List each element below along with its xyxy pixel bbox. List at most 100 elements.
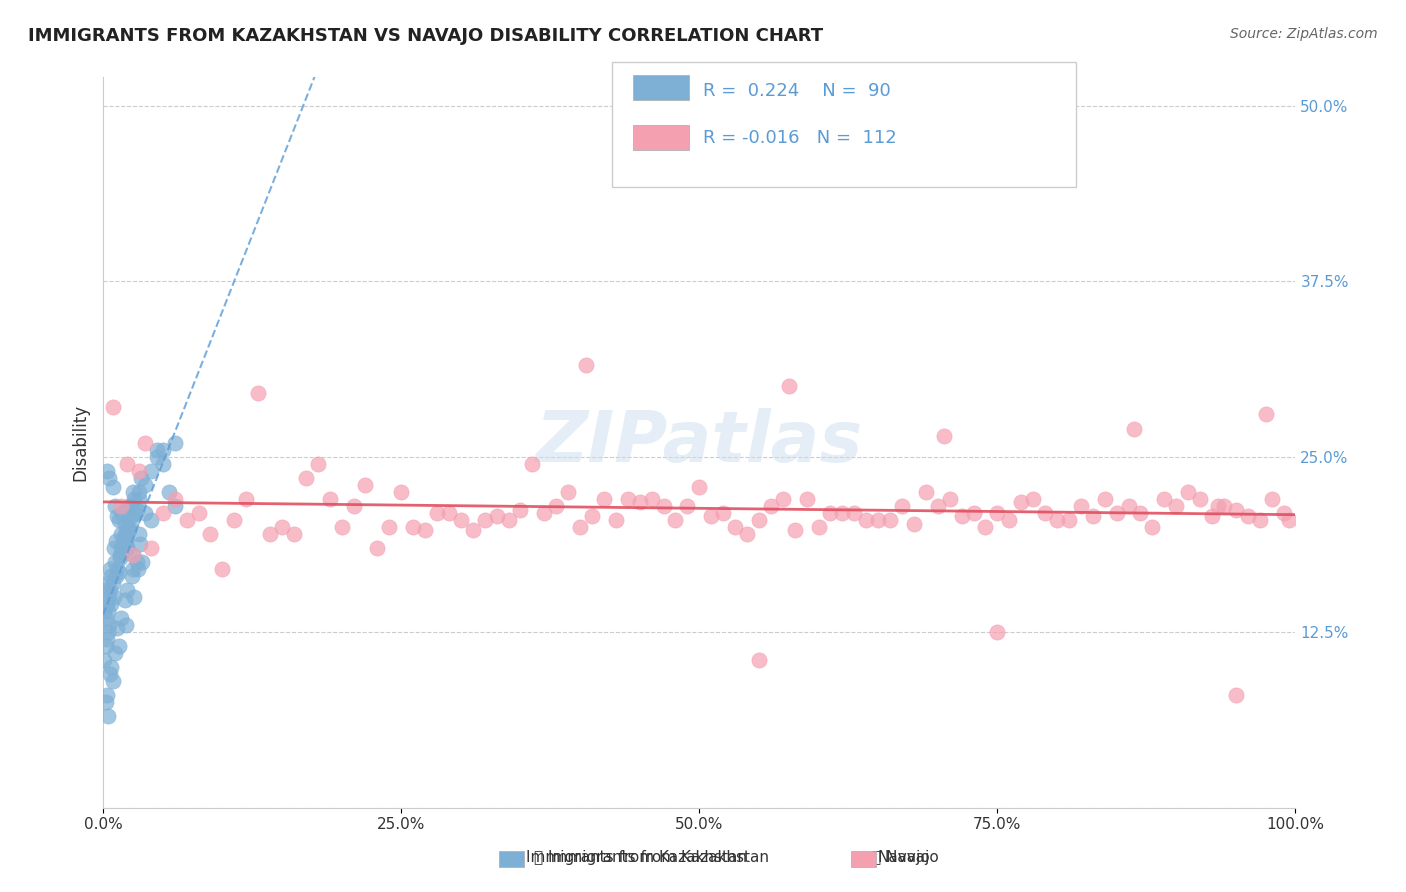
Point (111, 506, 134, 520)
Point (112, 533, 135, 548)
Point (891, 499, 914, 513)
Point (98, 582, 121, 597)
Point (115, 582, 138, 597)
Point (124, 506, 146, 520)
Point (100, 660, 122, 674)
Point (413, 523, 436, 537)
Point (593, 491, 616, 506)
Point (1206, 499, 1229, 513)
Point (163, 491, 186, 506)
Point (879, 513, 901, 527)
Point (131, 555, 153, 569)
Point (1033, 506, 1056, 520)
Point (128, 526, 150, 541)
Point (122, 548, 145, 562)
Point (1094, 491, 1116, 506)
Point (844, 506, 866, 520)
Point (1177, 484, 1199, 499)
Point (652, 499, 675, 513)
Point (110, 541, 132, 555)
Point (1249, 513, 1271, 527)
Point (108, 548, 131, 562)
Point (533, 506, 555, 520)
Text: Source: ZipAtlas.com: Source: ZipAtlas.com (1230, 27, 1378, 41)
Point (120, 508, 142, 523)
Point (152, 506, 174, 520)
Point (146, 442, 169, 457)
Point (128, 484, 150, 499)
Point (1010, 494, 1032, 508)
Point (235, 491, 257, 506)
Point (1225, 689, 1247, 703)
Point (97, 709, 120, 723)
Point (125, 555, 148, 569)
Point (114, 618, 136, 632)
Point (461, 523, 484, 537)
Point (772, 491, 794, 506)
Point (122, 491, 145, 506)
Point (122, 548, 145, 562)
Point (211, 562, 233, 576)
Point (187, 506, 209, 520)
Point (998, 513, 1021, 527)
Point (354, 477, 377, 491)
Point (98, 590, 121, 604)
Point (114, 516, 136, 531)
Point (986, 506, 1008, 520)
Point (796, 491, 818, 506)
Point (974, 520, 997, 534)
Point (569, 520, 592, 534)
Point (224, 513, 246, 527)
Point (575, 359, 598, 373)
Point (868, 513, 890, 527)
Point (307, 457, 329, 471)
Point (700, 508, 723, 523)
Point (105, 533, 128, 548)
Point (127, 562, 149, 576)
Point (93, 653, 115, 667)
Text: R =  0.224    N =  90: R = 0.224 N = 90 (703, 82, 891, 100)
Point (103, 541, 125, 555)
Point (94, 582, 117, 597)
Point (129, 536, 152, 550)
Point (107, 562, 129, 576)
Text: ⬜ Immigrants from Kazakhstan: ⬜ Immigrants from Kazakhstan (534, 850, 769, 865)
Point (474, 513, 496, 527)
Point (914, 484, 936, 499)
Point (259, 526, 281, 541)
Point (107, 621, 129, 635)
Point (117, 523, 139, 537)
Point (110, 611, 132, 625)
Point (128, 464, 150, 478)
Point (402, 520, 425, 534)
Point (616, 491, 638, 506)
Point (1225, 503, 1247, 517)
Point (97, 625, 120, 640)
Point (163, 435, 186, 450)
Point (783, 523, 806, 537)
Text: IMMIGRANTS FROM KAZAKHSTAN VS NAVAJO DISABILITY CORRELATION CHART: IMMIGRANTS FROM KAZAKHSTAN VS NAVAJO DIS… (28, 27, 824, 45)
Point (139, 541, 162, 555)
Point (129, 471, 152, 485)
Text: ⬜ Navajo: ⬜ Navajo (872, 850, 938, 865)
Point (146, 450, 169, 464)
Point (748, 513, 770, 527)
Point (676, 499, 699, 513)
Point (134, 435, 156, 450)
Point (1081, 508, 1104, 523)
Point (122, 562, 145, 576)
Point (122, 590, 145, 604)
Point (105, 569, 128, 583)
Text: R = -0.016   N =  112: R = -0.016 N = 112 (703, 129, 897, 147)
Point (100, 569, 122, 583)
Point (855, 513, 877, 527)
Point (330, 520, 353, 534)
Point (1260, 491, 1282, 506)
Point (509, 503, 531, 517)
Y-axis label: Disability: Disability (72, 404, 89, 481)
Point (950, 508, 973, 523)
Point (1022, 491, 1045, 506)
Point (247, 386, 270, 401)
Point (93, 604, 115, 618)
Point (94, 639, 117, 653)
